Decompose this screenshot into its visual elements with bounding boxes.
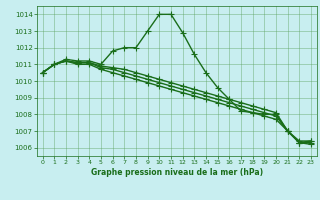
X-axis label: Graphe pression niveau de la mer (hPa): Graphe pression niveau de la mer (hPa) [91,168,263,177]
